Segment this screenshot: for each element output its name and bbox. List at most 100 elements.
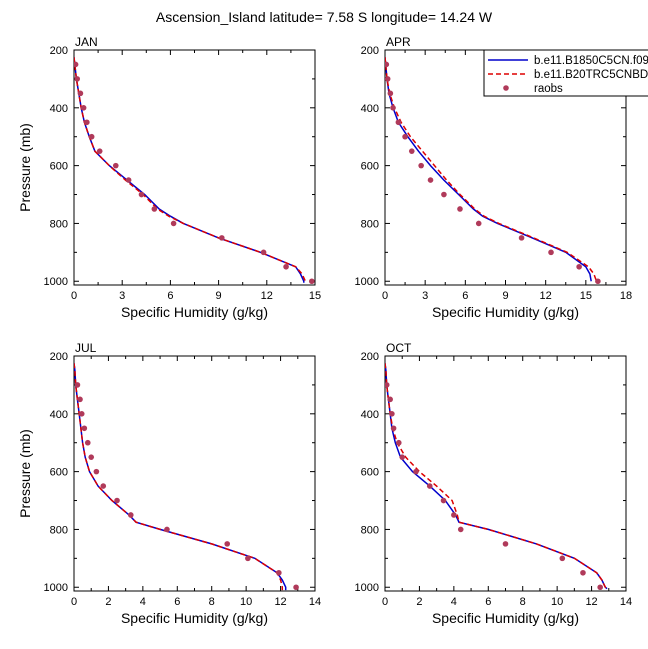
panel-jan-raobs-point xyxy=(74,61,79,68)
panel-oct-frame xyxy=(384,355,627,592)
panel-jan-raobs-point xyxy=(283,263,289,270)
panel-apr-ytick-label: 1000 xyxy=(355,276,379,288)
panel-apr-ytick-label: 200 xyxy=(361,45,379,57)
panel-jan-xtick-label: 9 xyxy=(216,290,222,302)
panel-oct-raobs-point xyxy=(559,555,566,562)
panel-jul-raobs-point xyxy=(93,468,100,475)
panel-oct-label: OCT xyxy=(386,341,412,355)
panel-jan-raobs-point xyxy=(151,206,158,212)
panel-jul-xtick-label: 0 xyxy=(71,596,77,608)
panel-apr-xtick-label: 12 xyxy=(540,290,552,302)
panel-oct-raobs-point xyxy=(389,411,395,417)
panel-jul-raobs-point xyxy=(88,454,95,460)
panel-oct-raobs-point xyxy=(413,468,419,475)
panel-jan-ytick-label: 1000 xyxy=(44,276,68,288)
panel-oct-xtick-label: 0 xyxy=(382,596,388,608)
panel-jan: JAN 0 3 6 9 12 15 200 400 600 800 1000 Specific Humi… xyxy=(17,35,321,320)
panel-jul-raobs-point xyxy=(245,555,251,562)
panel-jan-xtick-label: 15 xyxy=(309,290,321,302)
panel-oct-line-b1850c5cn xyxy=(385,363,608,590)
panel-jan-line-b1850c5cn xyxy=(74,57,305,283)
panel-apr-raobs-point xyxy=(385,76,391,82)
panel-jul-raobs-point xyxy=(77,396,83,403)
panel-apr-raobs-point xyxy=(387,90,394,97)
panel-jan-raobs-point xyxy=(219,235,225,241)
panel-jul-raobs-point xyxy=(100,483,107,489)
panel-jan-series xyxy=(74,57,315,285)
panel-jul-ytick-label: 400 xyxy=(50,409,68,421)
panel-oct-xlabel: Specific Humidity (g/kg) xyxy=(432,610,579,626)
panel-apr-label: APR xyxy=(386,35,411,49)
panel-jan-raobs-point xyxy=(308,278,315,285)
panel-jan-raobs-point xyxy=(138,191,145,198)
panel-jan-raobs-point xyxy=(74,76,81,82)
panel-jul-xtick-label: 14 xyxy=(309,596,321,608)
panel-apr-ytick-label: 600 xyxy=(361,161,379,173)
panel-apr-ytick-label: 800 xyxy=(361,218,379,230)
panel-oct-raobs-point xyxy=(399,454,406,460)
panel-apr-raobs-point xyxy=(457,206,463,212)
panel-apr-raobs-point xyxy=(385,61,390,68)
panel-jul-raobs-point xyxy=(128,512,134,518)
panel-jan-raobs-point xyxy=(77,90,84,97)
panel-apr-raobs-point xyxy=(475,220,482,227)
panel-jul-frame xyxy=(73,355,316,592)
panel-oct-raobs-point xyxy=(387,396,393,403)
panel-oct-xtick-label: 4 xyxy=(451,596,457,608)
legend-entry-raobs-label: raobs xyxy=(534,83,563,95)
panel-apr-xlabel: Specific Humidity (g/kg) xyxy=(432,304,579,320)
panel-jan-raobs-point xyxy=(80,105,87,111)
panel-jul-xtick-label: 12 xyxy=(274,596,286,608)
panel-oct-raobs-point xyxy=(597,584,603,591)
panel-jan-label: JAN xyxy=(75,35,98,49)
panel-jul-xtick-label: 2 xyxy=(105,596,111,608)
panel-apr-raobs-point xyxy=(441,191,447,198)
panel-oct-raobs-point xyxy=(580,569,586,576)
panel-jan-raobs-point xyxy=(125,177,132,183)
panel-oct-ytick-label: 400 xyxy=(361,409,379,421)
panel-apr-xtick-label: 9 xyxy=(502,290,508,302)
panel-apr-xtick-label: 0 xyxy=(382,290,388,302)
panel-jul-raobs-point xyxy=(224,541,231,547)
panel-jul-ytick-label: 600 xyxy=(50,467,68,479)
panel-jul-xtick-label: 8 xyxy=(209,596,215,608)
panel-apr-ytick-label: 400 xyxy=(361,103,379,115)
panel-apr-raobs-point xyxy=(518,235,525,241)
panel-jan-raobs-point xyxy=(88,133,95,140)
panel-jul-line-b20trc5cnbd xyxy=(74,363,284,591)
panel-jan-ytick-label: 400 xyxy=(50,103,68,115)
panel-oct-ytick-label: 1000 xyxy=(355,582,379,594)
panel-oct-raobs-point xyxy=(390,425,397,432)
panel-jul-line-b1850c5cn xyxy=(74,363,287,591)
panel-jul-raobs-point xyxy=(164,526,170,533)
legend-box xyxy=(483,49,648,97)
panel-oct-raobs-point xyxy=(502,541,509,547)
panel-oct-xtick-label: 8 xyxy=(520,596,526,608)
legend-entry-b1850c5cn-label: b.e11.B1850C5CN.f09 xyxy=(534,55,648,67)
panel-oct-xtick-label: 14 xyxy=(620,596,632,608)
panel-apr-xtick-label: 3 xyxy=(422,290,428,302)
panel-oct-xtick-label: 10 xyxy=(551,596,563,608)
panel-oct-ytick-label: 600 xyxy=(361,467,379,479)
panel-apr: APR 0 3 6 9 12 15 18 200 400 600 800 1000 Specific Hu… xyxy=(355,35,633,320)
panel-jul-xlabel: Specific Humidity (g/kg) xyxy=(121,610,268,626)
panel-jan-raobs-point xyxy=(170,220,177,227)
panel-jul: JUL 0 2 4 6 8 10 12 14 200 400 600 800 1000 Specific H… xyxy=(17,341,321,626)
panel-jul-xtick-label: 4 xyxy=(140,596,146,608)
legend: b.e11.B1850C5CN.f09 b.e11.B20TRC5CNBD raob… xyxy=(483,49,648,97)
panel-jul-raobs-point xyxy=(84,439,91,446)
panel-apr-raobs-point xyxy=(576,263,582,270)
panel-jul-ytick-label: 800 xyxy=(50,524,68,536)
panel-jan-ytick-label: 600 xyxy=(50,161,68,173)
panel-jan-ytick-label: 800 xyxy=(50,218,68,230)
panel-apr-raobs-point xyxy=(595,278,601,285)
panel-jan-xtick-label: 6 xyxy=(167,290,173,302)
panel-apr-raobs-point xyxy=(395,119,402,126)
panel-jul-ylabel: Pressure (mb) xyxy=(17,429,33,518)
panel-jul-raobs-point xyxy=(293,584,299,591)
panel-jan-frame xyxy=(73,49,316,286)
panel-oct-xtick-label: 2 xyxy=(416,596,422,608)
panel-oct-xtick-label: 6 xyxy=(485,596,491,608)
